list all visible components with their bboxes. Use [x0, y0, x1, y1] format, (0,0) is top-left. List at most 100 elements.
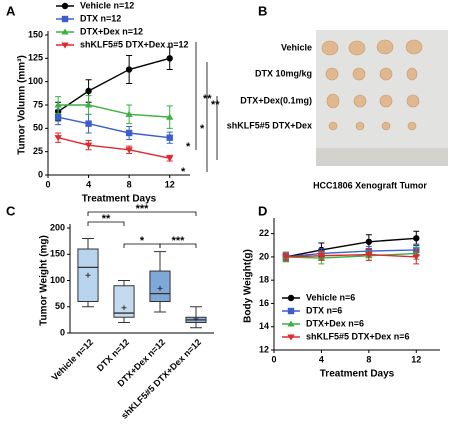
marker — [365, 238, 373, 245]
legend-marker — [61, 2, 69, 10]
y-tick-label: 100 — [28, 76, 43, 86]
whisker — [81, 238, 95, 249]
significance-label: * — [181, 166, 186, 178]
box — [113, 285, 135, 318]
photo-row-label: DTX 10mg/kg — [255, 68, 312, 78]
y-tick-label: 20 — [259, 251, 269, 261]
y-tick-label: 150 — [50, 249, 65, 259]
marker — [54, 113, 62, 121]
significance-bracket — [87, 221, 125, 226]
mean — [193, 316, 199, 322]
panel-letter: C — [6, 203, 16, 218]
significance-bracket — [159, 243, 197, 248]
legend-label: DTX+Dex n=12 — [80, 26, 143, 36]
x-axis-label: Treatment Days — [82, 194, 157, 205]
y-tick-label: 12 — [259, 344, 269, 354]
whisker — [81, 301, 95, 308]
legend-label: DTX n=12 — [80, 13, 121, 23]
x-tick-label: DTX n=12 — [95, 337, 131, 373]
series-line — [285, 253, 417, 258]
whisker — [153, 251, 167, 272]
significance-label: * — [186, 141, 191, 153]
tumors — [321, 39, 423, 131]
whisker — [117, 317, 131, 323]
y-axis-label: Tumor Weight (mg) — [39, 235, 50, 326]
marker — [54, 135, 62, 142]
y-axis-label: Body Weight(g) — [243, 249, 254, 323]
whisker — [117, 280, 131, 286]
marker — [317, 253, 326, 260]
series-line — [57, 116, 170, 139]
x-axis-label: Treatment Days — [320, 369, 395, 380]
photo-row-label: DTX+Dex(0.1mg) — [240, 95, 312, 105]
photo-row-label: shKLF5#5 DTX+Dex — [227, 120, 312, 130]
marker — [85, 87, 92, 95]
y-tick-label: 16 — [259, 298, 269, 308]
significance-label: ** — [203, 93, 212, 105]
y-tick-label: 18 — [259, 275, 269, 285]
panel-letter: D — [258, 203, 267, 218]
whisker — [189, 306, 203, 318]
panel-letter: A — [6, 3, 16, 18]
y-tick-label: 14 — [259, 321, 269, 331]
panel-letter: B — [258, 3, 267, 18]
legend-marker — [61, 28, 69, 35]
marker — [84, 142, 93, 149]
y-tick-label: 50 — [33, 123, 43, 133]
marker — [166, 55, 173, 62]
photo-row-label: Vehicle — [281, 42, 312, 52]
tumor-photo — [316, 30, 448, 166]
x-tick-label: 4 — [319, 354, 324, 364]
x-tick-label: 12 — [411, 354, 421, 364]
marker — [125, 110, 133, 117]
y-axis-label: Tumor Volumn (mm³) — [17, 55, 28, 155]
legend-label: DTX+Dex n=6 — [306, 318, 364, 328]
y-tick-label: 0 — [60, 327, 65, 337]
marker — [54, 101, 62, 108]
legend-marker — [61, 42, 69, 49]
series-line — [58, 104, 170, 118]
marker — [282, 254, 290, 261]
marker — [166, 155, 174, 162]
series-line — [285, 252, 417, 259]
legend-marker — [287, 320, 295, 327]
marker — [85, 120, 92, 127]
legend-marker — [287, 334, 295, 341]
marker — [125, 66, 133, 73]
series-line — [285, 249, 417, 258]
mean — [157, 285, 163, 291]
significance-label: ** — [211, 99, 220, 111]
y-tick-label: 125 — [28, 53, 43, 63]
legend-marker — [287, 307, 295, 315]
marker — [125, 129, 133, 137]
legend-label: Vehicle n=12 — [80, 0, 134, 10]
x-tick-label: 0 — [45, 179, 50, 189]
x-tick-label: 8 — [366, 354, 371, 364]
marker — [166, 113, 174, 120]
legend-marker — [61, 15, 69, 23]
significance-label: * — [140, 235, 145, 247]
y-tick-label: 50 — [55, 301, 65, 311]
significance-label: *** — [136, 203, 150, 215]
marker — [125, 147, 133, 154]
y-tick-label: 0 — [38, 169, 43, 179]
legend-label: shKLF5#5 DTX+Dex n=6 — [306, 331, 410, 341]
marker — [413, 235, 420, 242]
y-tick-label: 150 — [28, 29, 43, 39]
significance-label: * — [200, 123, 205, 135]
significance-label: *** — [172, 235, 186, 247]
mean — [85, 272, 91, 278]
legend-label: Vehicle n=6 — [306, 292, 355, 302]
x-tick-label: Vehicle n=12 — [50, 337, 95, 382]
y-tick-label: 25 — [33, 146, 43, 156]
marker — [166, 134, 173, 141]
significance-bracket — [87, 211, 197, 216]
x-tick-label: 4 — [86, 179, 91, 189]
ruler — [316, 148, 448, 166]
series-line — [57, 57, 170, 113]
series-line — [285, 237, 417, 258]
series-line — [57, 136, 170, 159]
x-tick-label: 12 — [165, 179, 175, 189]
marker — [412, 254, 420, 261]
